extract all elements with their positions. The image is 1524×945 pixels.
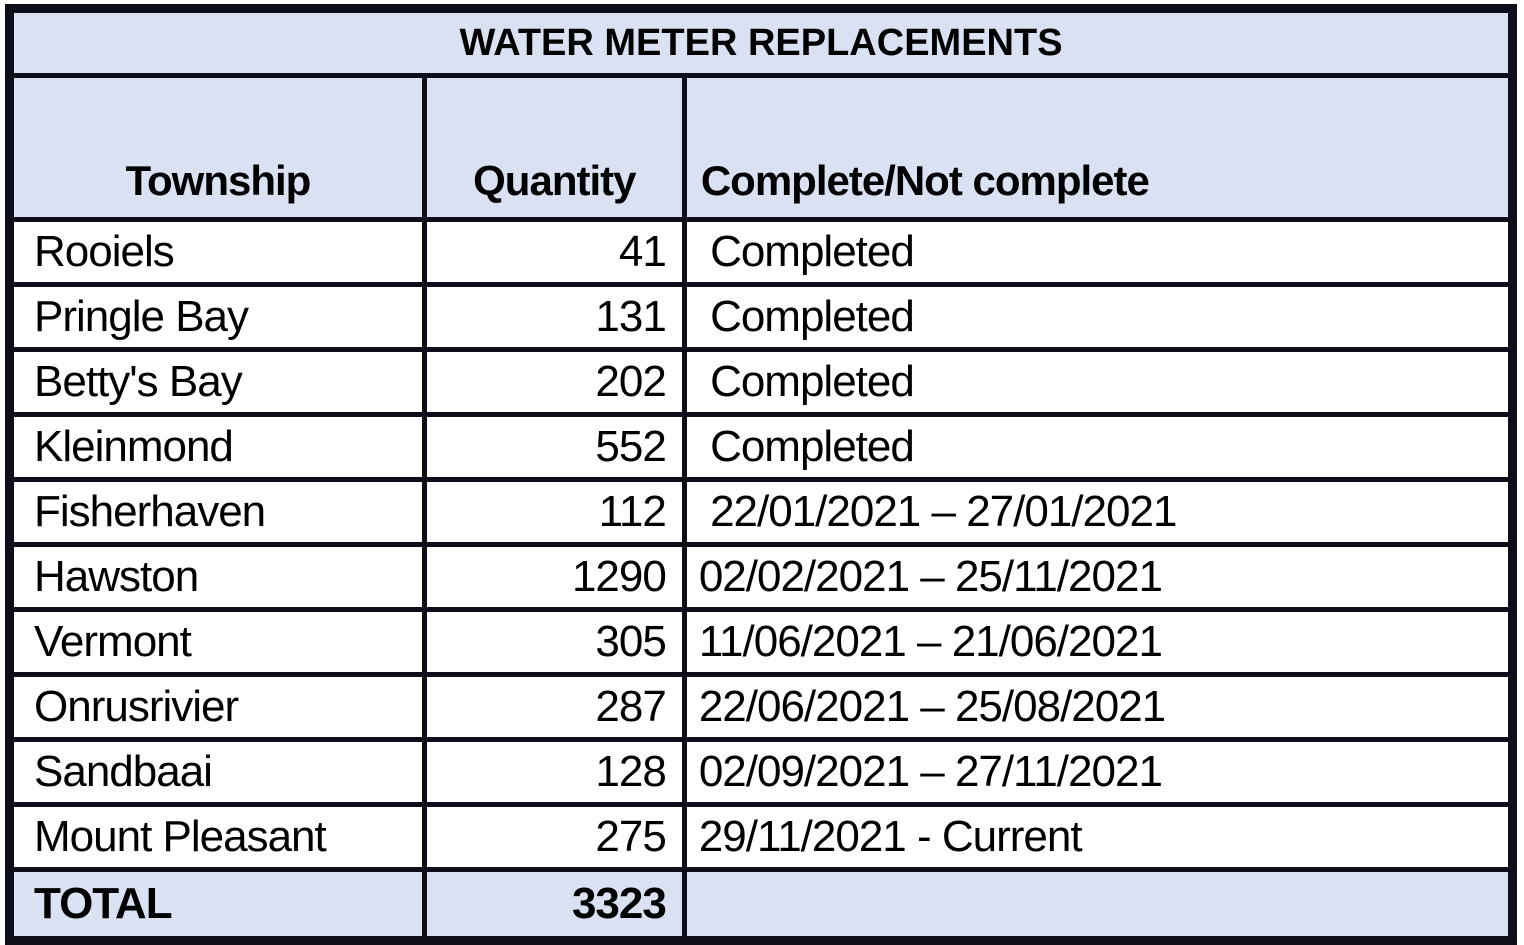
col-header-township: Township	[7, 73, 427, 222]
table-row: Sandbaai 128 02/09/2021 – 27/11/2021	[7, 737, 1516, 807]
table-total-row: TOTAL 3323	[7, 867, 1516, 943]
status-cell: 22/01/2021 – 27/01/2021	[681, 477, 1516, 547]
status-cell: 02/09/2021 – 27/11/2021	[681, 737, 1516, 807]
total-status	[681, 867, 1516, 943]
quantity-cell: 552	[421, 412, 687, 482]
table-row: Kleinmond 552 Completed	[7, 412, 1516, 482]
page: WATER METER REPLACEMENTS Township Quanti…	[5, 4, 1517, 945]
table-row: Vermont 305 11/06/2021 – 21/06/2021	[7, 607, 1516, 677]
quantity-cell: 41	[421, 217, 687, 287]
table-header-row: Township Quantity Complete/Not complete	[7, 73, 1516, 222]
col-header-quantity: Quantity	[421, 73, 687, 222]
table-row: Rooiels 41 Completed	[7, 217, 1516, 287]
township-cell: Kleinmond	[7, 412, 427, 482]
quantity-cell: 305	[421, 607, 687, 677]
quantity-cell: 202	[421, 347, 687, 417]
status-cell: Completed	[681, 347, 1516, 417]
table-title: WATER METER REPLACEMENTS	[7, 6, 1515, 78]
status-cell: 29/11/2021 - Current	[681, 802, 1516, 872]
total-quantity: 3323	[421, 867, 687, 943]
total-label: TOTAL	[7, 867, 427, 943]
township-cell: Vermont	[7, 607, 427, 677]
status-cell: Completed	[681, 282, 1516, 352]
table-title-row: WATER METER REPLACEMENTS	[7, 6, 1515, 78]
status-cell: 22/06/2021 – 25/08/2021	[681, 672, 1516, 742]
table-row: Fisherhaven 112 22/01/2021 – 27/01/2021	[7, 477, 1516, 547]
quantity-cell: 112	[421, 477, 687, 547]
township-cell: Hawston	[7, 542, 427, 612]
township-cell: Fisherhaven	[7, 477, 427, 547]
township-cell: Rooiels	[7, 217, 427, 287]
quantity-cell: 287	[421, 672, 687, 742]
quantity-cell: 275	[421, 802, 687, 872]
quantity-cell: 131	[421, 282, 687, 352]
table-row: Betty's Bay 202 Completed	[7, 347, 1516, 417]
quantity-cell: 1290	[421, 542, 687, 612]
status-cell: Completed	[681, 412, 1516, 482]
status-cell: Completed	[681, 217, 1516, 287]
col-header-status: Complete/Not complete	[681, 73, 1516, 222]
table-row: Pringle Bay 131 Completed	[7, 282, 1516, 352]
township-cell: Onrusrivier	[7, 672, 427, 742]
township-cell: Mount Pleasant	[7, 802, 427, 872]
township-cell: Betty's Bay	[7, 347, 427, 417]
township-cell: Sandbaai	[7, 737, 427, 807]
status-cell: 11/06/2021 – 21/06/2021	[681, 607, 1516, 677]
status-cell: 02/02/2021 – 25/11/2021	[681, 542, 1516, 612]
township-cell: Pringle Bay	[7, 282, 427, 352]
table-row: Onrusrivier 287 22/06/2021 – 25/08/2021	[7, 672, 1516, 742]
table-row: Hawston 1290 02/02/2021 – 25/11/2021	[7, 542, 1516, 612]
quantity-cell: 128	[421, 737, 687, 807]
water-meter-table-container: WATER METER REPLACEMENTS Township Quanti…	[5, 4, 1517, 945]
table-row: Mount Pleasant 275 29/11/2021 - Current	[7, 802, 1516, 872]
water-meter-replacements-table: WATER METER REPLACEMENTS Township Quanti…	[5, 4, 1517, 945]
